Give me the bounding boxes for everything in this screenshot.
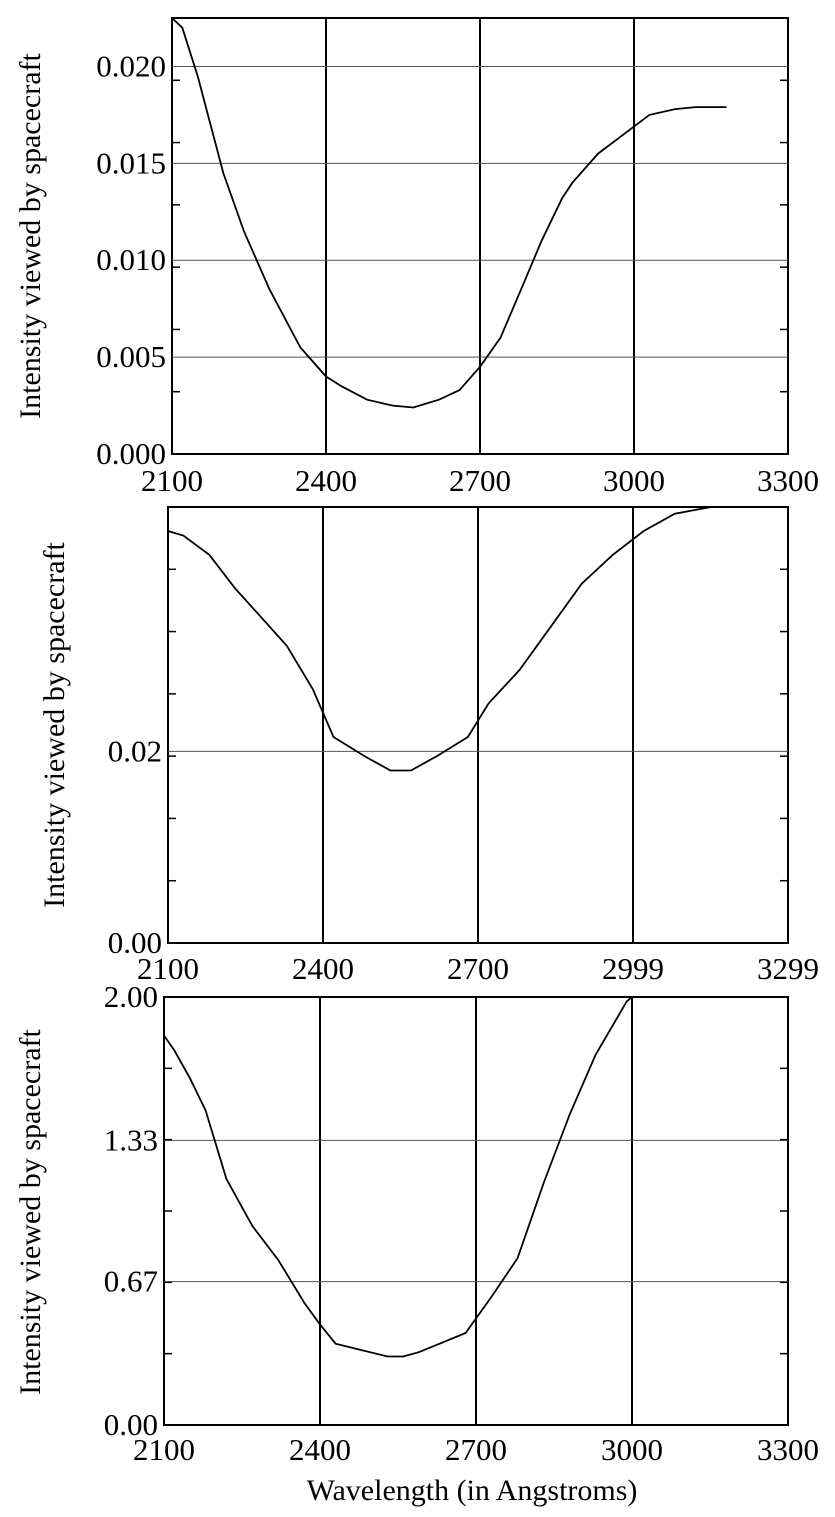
x-tick-label: 3000	[601, 1432, 663, 1467]
y-tick-labels: 0.000 0.005 0.010 0.015 0.020	[96, 48, 166, 471]
y-tick-label: 0.010	[96, 242, 166, 277]
x-axis-label: Wavelength (in Angstroms)	[307, 1474, 638, 1507]
y-tick-label: 0.67	[104, 1264, 158, 1299]
x-tick-label: 2700	[445, 1432, 507, 1467]
x-tick-label: 2400	[295, 463, 357, 498]
series-line	[171, 17, 727, 409]
panel-2: 0.00 0.02 2100 2400 2700 2999 3299 Intensity …	[38, 506, 819, 986]
y-axis-label: Intensity viewed by spacecraft	[38, 541, 71, 907]
x-tick-label: 3300	[757, 1432, 819, 1467]
tick-marks	[172, 79, 788, 393]
x-tick-label: 3300	[757, 463, 819, 498]
x-tick-label: 2400	[292, 951, 354, 986]
y-tick-label: 0.00	[104, 1407, 158, 1442]
x-tick-label: 3299	[757, 951, 819, 986]
x-tick-labels: 2100 2400 2700 2999 3299	[137, 951, 819, 986]
y-tick-label: 0.020	[96, 48, 166, 83]
x-tick-label: 3000	[603, 463, 665, 498]
y-axis-label: Intensity viewed by spacecraft	[14, 1028, 47, 1394]
y-tick-label: 0.000	[96, 436, 166, 471]
gridlines	[168, 507, 788, 943]
x-tick-label: 2999	[602, 951, 664, 986]
x-tick-label: 2100	[141, 463, 203, 498]
y-tick-label: 0.02	[108, 733, 162, 768]
panel-3: 0.00 0.67 1.33 2.00 2100 2400 2700 3000 3300 In…	[14, 979, 819, 1507]
series-line	[163, 996, 633, 1358]
x-tick-label: 2400	[289, 1432, 351, 1467]
gridlines	[164, 997, 788, 1425]
panel-1: 0.000 0.005 0.010 0.015 0.020 2100 2400 2700 30…	[14, 17, 819, 498]
x-tick-labels: 2100 2400 2700 3000 3300	[133, 1432, 819, 1467]
y-tick-label: 0.015	[96, 145, 166, 180]
y-tick-labels: 0.00 0.02	[108, 733, 162, 960]
y-tick-labels: 0.00 0.67 1.33 2.00	[104, 979, 158, 1442]
x-tick-label: 2100	[133, 1432, 195, 1467]
x-tick-label: 2700	[449, 463, 511, 498]
y-tick-label: 0.00	[108, 925, 162, 960]
x-tick-label: 2700	[447, 951, 509, 986]
y-axis-label: Intensity viewed by spacecraft	[14, 52, 47, 418]
gridlines	[172, 18, 788, 454]
series-line	[167, 506, 788, 772]
x-tick-label: 2100	[137, 951, 199, 986]
x-tick-labels: 2100 2400 2700 3000 3300	[141, 463, 819, 498]
y-tick-label: 2.00	[104, 979, 158, 1014]
tick-marks	[168, 568, 788, 882]
y-tick-label: 1.33	[104, 1122, 158, 1157]
tick-marks	[164, 1067, 788, 1355]
y-tick-label: 0.005	[96, 339, 166, 374]
